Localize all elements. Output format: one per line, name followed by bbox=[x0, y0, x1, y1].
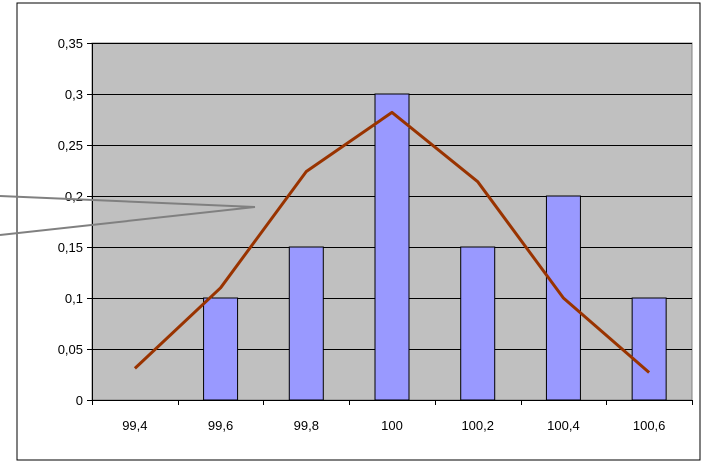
x-tick-label: 99,6 bbox=[208, 418, 233, 433]
callout-line-upper bbox=[0, 195, 256, 208]
bar bbox=[203, 297, 239, 401]
bar bbox=[288, 246, 324, 401]
y-tick-label: 0,25 bbox=[58, 138, 83, 153]
axes bbox=[87, 43, 693, 405]
trend-line bbox=[133, 110, 651, 374]
y-tick-label: 0,1 bbox=[65, 291, 83, 306]
x-tick-label: 99,4 bbox=[122, 418, 147, 433]
bar bbox=[374, 93, 410, 401]
y-axis-labels: 0 0,05 0,1 0,15 0,2 0,25 0,3 0,35 bbox=[58, 36, 83, 408]
y-tick-label: 0,05 bbox=[58, 342, 83, 357]
bar bbox=[460, 246, 496, 401]
x-tick-label: 100,2 bbox=[461, 418, 494, 433]
callout-line-lower bbox=[0, 206, 256, 236]
y-tick-label: 0 bbox=[76, 393, 83, 408]
x-tick-label: 99,8 bbox=[294, 418, 319, 433]
y-tick-label: 0,3 bbox=[65, 87, 83, 102]
y-tick-label: 0,15 bbox=[58, 240, 83, 255]
bar bbox=[631, 297, 667, 401]
bar-series bbox=[203, 93, 667, 401]
y-tick-label: 0,2 bbox=[65, 189, 83, 204]
y-tick-label: 0,35 bbox=[58, 36, 83, 51]
x-tick-label: 100 bbox=[381, 418, 403, 433]
x-tick-label: 100,4 bbox=[547, 418, 580, 433]
x-tick-label: 100,6 bbox=[633, 418, 666, 433]
x-axis-labels: 99,4 99,6 99,8 100 100,2 100,4 100,6 bbox=[122, 418, 665, 433]
callout-lines bbox=[0, 195, 256, 236]
